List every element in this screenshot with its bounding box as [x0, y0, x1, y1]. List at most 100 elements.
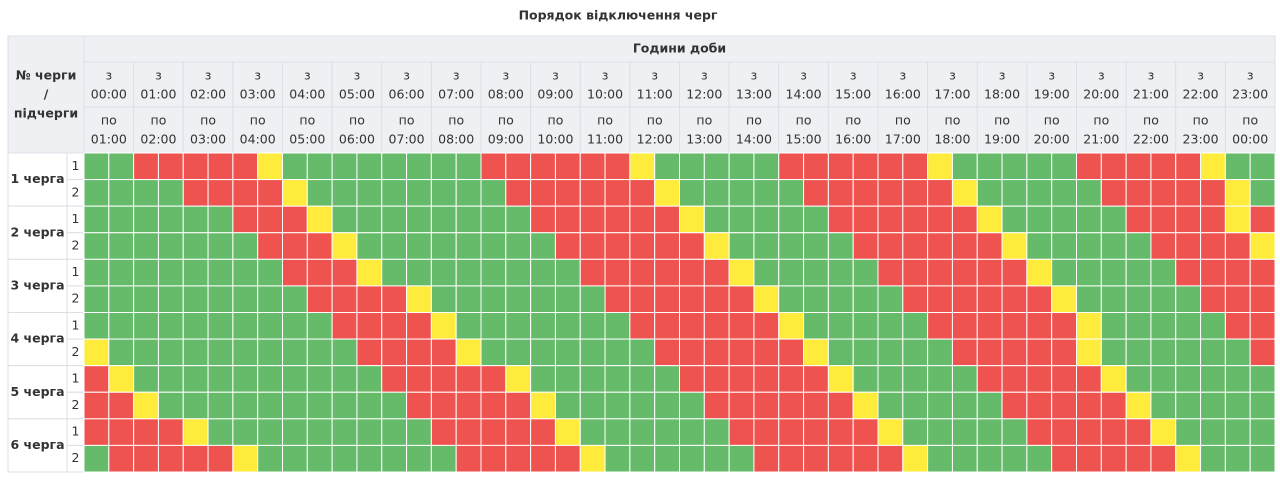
slot-cell [1224, 418, 1251, 446]
slot-cell [83, 232, 110, 260]
slot-cell [1224, 338, 1251, 367]
slot-cell [753, 152, 780, 181]
slot-cell [182, 418, 209, 446]
slot-cell [1076, 152, 1102, 181]
hour-to: 01:00 [91, 132, 127, 147]
slot-cell [480, 205, 507, 234]
hour-from: 09:00 [537, 87, 573, 102]
slot-cell [1076, 391, 1102, 420]
slot-cell [604, 391, 631, 420]
slot-cell [927, 258, 953, 287]
slot-cell [157, 444, 184, 473]
slot-cell [108, 258, 135, 287]
slot-cell [579, 205, 606, 234]
slot-cell [778, 312, 805, 340]
slot-cell [654, 338, 680, 367]
to-prefix: по [945, 113, 961, 128]
slot-cell [1249, 179, 1276, 207]
slot-cell [679, 391, 705, 420]
slot-cell [976, 338, 1003, 367]
slot-cell [852, 232, 879, 260]
slot-cell [902, 391, 929, 420]
subqueue-label: 2 [72, 291, 80, 306]
slot-cell [455, 418, 482, 446]
slot-cell [1200, 152, 1226, 181]
hour-from-cell [133, 61, 184, 108]
slot-cell [1224, 232, 1251, 260]
slot-cell [951, 338, 978, 367]
slot-cell [1224, 285, 1251, 313]
slot-cell [455, 338, 482, 367]
slot-cell [331, 365, 358, 393]
queue-label: 5 черга [10, 384, 64, 399]
slot-cell [778, 152, 805, 181]
slot-cell [827, 152, 854, 181]
slot-cell [1200, 365, 1226, 393]
slot-cell [951, 232, 978, 260]
slot-cell [406, 285, 432, 313]
slot-cell [381, 391, 408, 420]
slot-cell [232, 338, 259, 367]
slot-cell [629, 391, 656, 420]
slot-cell [406, 258, 432, 287]
slot-cell [455, 365, 482, 393]
slot-cell [1150, 232, 1177, 260]
slot-cell [282, 444, 308, 473]
slot-cell [157, 258, 184, 287]
slot-cell [133, 258, 159, 287]
slot-cell [306, 285, 333, 313]
slot-cell [753, 312, 780, 340]
slot-cell [356, 418, 383, 446]
slot-cell [331, 258, 358, 287]
slot-cell [629, 232, 656, 260]
slot-cell [827, 444, 854, 473]
slot-cell [1175, 391, 1202, 420]
slot-cell [1200, 391, 1226, 420]
slot-cell [1175, 365, 1202, 393]
hour-to: 10:00 [537, 132, 573, 147]
slot-cell [406, 232, 432, 260]
slot-cell [951, 258, 978, 287]
slot-cell [852, 312, 879, 340]
slot-cell [1200, 179, 1226, 207]
slot-cell [306, 232, 333, 260]
slot-cell [927, 418, 953, 446]
slot-cell [679, 312, 705, 340]
slot-cell [480, 365, 507, 393]
slot-cell [554, 285, 581, 313]
slot-cell [679, 179, 705, 207]
slot-cell [455, 232, 482, 260]
slot-cell [381, 285, 408, 313]
slot-cell [108, 179, 135, 207]
slot-cell [530, 179, 556, 207]
slot-cell [1001, 232, 1028, 260]
slot-cell [182, 312, 209, 340]
slot-cell [703, 338, 730, 367]
subqueue-label: 1 [72, 158, 80, 173]
hour-to: 16:00 [835, 132, 871, 147]
to-prefix: по [1093, 113, 1109, 128]
subqueue-label: 1 [72, 370, 80, 385]
slot-cell [951, 312, 978, 340]
slot-cell [852, 152, 879, 181]
slot-cell [1249, 418, 1276, 446]
hour-from: 15:00 [835, 87, 871, 102]
slot-cell [505, 205, 532, 234]
slot-cell [1001, 179, 1028, 207]
slot-cell [604, 258, 631, 287]
hour-from: 01:00 [140, 87, 176, 102]
slot-cell [803, 179, 829, 207]
slot-cell [108, 365, 135, 393]
slot-cell [232, 179, 259, 207]
slot-cell [108, 232, 135, 260]
to-prefix: по [994, 113, 1010, 128]
hour-to: 22:00 [1133, 132, 1169, 147]
slot-cell [1001, 391, 1028, 420]
slot-cell [902, 232, 929, 260]
slot-cell [157, 285, 184, 313]
slot-cell [753, 444, 780, 473]
slot-cell [1100, 338, 1127, 367]
hour-from-cell [232, 61, 283, 108]
slot-cell [803, 312, 829, 340]
slot-cell [430, 285, 457, 313]
